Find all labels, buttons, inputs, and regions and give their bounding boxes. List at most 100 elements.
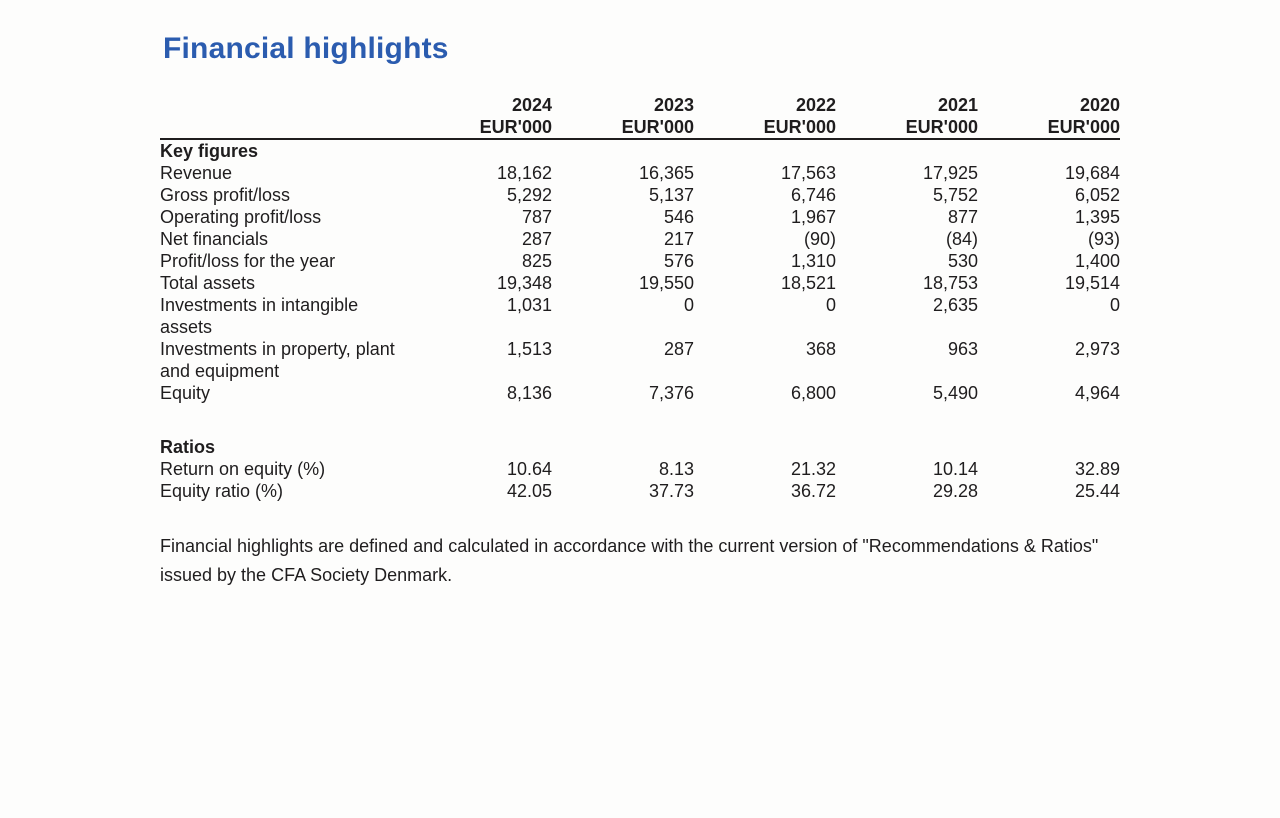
row-value: 10.14 (932, 459, 978, 479)
header-spacer (160, 94, 410, 116)
row-value: 787 (521, 207, 552, 227)
table-row: Revenue 18,162 16,365 17,563 17,925 19,6… (160, 162, 1120, 184)
row-value: 4,964 (1074, 383, 1120, 403)
unit-header: EUR'000 (978, 116, 1120, 140)
row-value: 7,376 (648, 383, 694, 403)
row-value: 825 (521, 251, 552, 271)
row-value: 17,563 (780, 163, 836, 183)
row-value: 546 (663, 207, 694, 227)
table-row: Total assets 19,348 19,550 18,521 18,753… (160, 272, 1120, 294)
row-value: 6,052 (1074, 185, 1120, 205)
row-label: Investments in intangible assets (160, 295, 359, 337)
row-value: 0 (683, 295, 694, 315)
row-label: Equity ratio (%) (160, 481, 284, 501)
financial-highlights-table: 2024 2023 2022 2021 2020 EUR'000 EUR'000… (160, 94, 1120, 502)
row-value: 19,348 (496, 273, 552, 293)
row-value: 8,136 (506, 383, 552, 403)
row-value: 1,967 (790, 207, 836, 227)
year-header-row: 2024 2023 2022 2021 2020 (160, 94, 1120, 116)
section-header-row: Key figures (160, 139, 1120, 162)
row-value: 1,400 (1074, 251, 1120, 271)
row-value: 5,137 (648, 185, 694, 205)
row-value: 368 (805, 339, 836, 359)
row-value: (84) (945, 229, 978, 249)
table-row: Equity 8,136 7,376 6,800 5,490 4,964 (160, 382, 1120, 404)
row-value: 36.72 (790, 481, 836, 501)
row-value: 5,292 (506, 185, 552, 205)
row-value: 2,635 (932, 295, 978, 315)
section-spacer (160, 404, 1120, 436)
row-value: 963 (947, 339, 978, 359)
table-row: Equity ratio (%) 42.05 37.73 36.72 29.28… (160, 480, 1120, 502)
row-label: Gross profit/loss (160, 185, 291, 205)
table-row: Net financials 287 217 (90) (84) (93) (160, 228, 1120, 250)
table-row: Investments in property, plant and equip… (160, 338, 1120, 382)
year-header: 2022 (795, 95, 836, 115)
table-body: Key figures Revenue 18,162 16,365 17,563… (160, 139, 1120, 502)
row-value: 21.32 (790, 459, 836, 479)
row-value: 287 (663, 339, 694, 359)
row-value: 1,513 (506, 339, 552, 359)
row-value: 6,800 (790, 383, 836, 403)
page-content: Financial highlights 2024 2023 2022 2021… (160, 32, 1120, 585)
table-header: 2024 2023 2022 2021 2020 EUR'000 EUR'000… (160, 94, 1120, 140)
unit-header-row: EUR'000 EUR'000 EUR'000 EUR'000 EUR'000 (160, 116, 1120, 140)
row-value: 10.64 (506, 459, 552, 479)
year-header: 2021 (937, 95, 978, 115)
row-value: 0 (825, 295, 836, 315)
section-header-row: Ratios (160, 436, 1120, 458)
row-value: 6,746 (790, 185, 836, 205)
page-title: Financial highlights (163, 32, 449, 65)
row-value: 1,031 (506, 295, 552, 315)
row-value: 42.05 (506, 481, 552, 501)
unit-header: EUR'000 (410, 116, 552, 140)
row-value: 8.13 (658, 459, 694, 479)
table-row: Gross profit/loss 5,292 5,137 6,746 5,75… (160, 184, 1120, 206)
row-value: 16,365 (638, 163, 694, 183)
row-value: 29.28 (932, 481, 978, 501)
row-value: 18,162 (496, 163, 552, 183)
unit-header: EUR'000 (694, 116, 836, 140)
row-value: 17,925 (922, 163, 978, 183)
row-value: 5,752 (932, 185, 978, 205)
year-header: 2024 (511, 95, 552, 115)
row-value: 530 (947, 251, 978, 271)
row-value: 877 (947, 207, 978, 227)
row-label: Total assets (160, 273, 256, 293)
row-label: Profit/loss for the year (160, 251, 336, 271)
row-value: 2,973 (1074, 339, 1120, 359)
row-label: Net financials (160, 229, 269, 249)
section-header: Key figures (160, 141, 259, 161)
table-row: Investments in intangible assets 1,031 0… (160, 294, 1120, 338)
row-value: 287 (521, 229, 552, 249)
header-spacer (160, 116, 410, 140)
row-value: 19,550 (638, 273, 694, 293)
row-value: 25.44 (1074, 481, 1120, 501)
row-label: Investments in property, plant and equip… (160, 339, 395, 381)
year-header: 2023 (653, 95, 694, 115)
unit-header: EUR'000 (836, 116, 978, 140)
row-value: 1,395 (1074, 207, 1120, 227)
table-row: Profit/loss for the year 825 576 1,310 5… (160, 250, 1120, 272)
row-value: 0 (1109, 295, 1120, 315)
footnote: Financial highlights are defined and cal… (160, 536, 1099, 585)
row-value: (93) (1087, 229, 1120, 249)
row-label: Operating profit/loss (160, 207, 322, 227)
row-value: 19,684 (1064, 163, 1120, 183)
unit-header: EUR'000 (552, 116, 694, 140)
year-header: 2020 (1079, 95, 1120, 115)
row-value: 18,753 (922, 273, 978, 293)
section-header: Ratios (160, 437, 216, 457)
row-value: 19,514 (1064, 273, 1120, 293)
row-label: Equity (160, 383, 211, 403)
row-value: 576 (663, 251, 694, 271)
row-value: 1,310 (790, 251, 836, 271)
row-value: 18,521 (780, 273, 836, 293)
table-row: Return on equity (%) 10.64 8.13 21.32 10… (160, 458, 1120, 480)
row-value: (90) (803, 229, 836, 249)
row-value: 37.73 (648, 481, 694, 501)
row-value: 217 (663, 229, 694, 249)
table-row: Operating profit/loss 787 546 1,967 877 … (160, 206, 1120, 228)
row-value: 5,490 (932, 383, 978, 403)
